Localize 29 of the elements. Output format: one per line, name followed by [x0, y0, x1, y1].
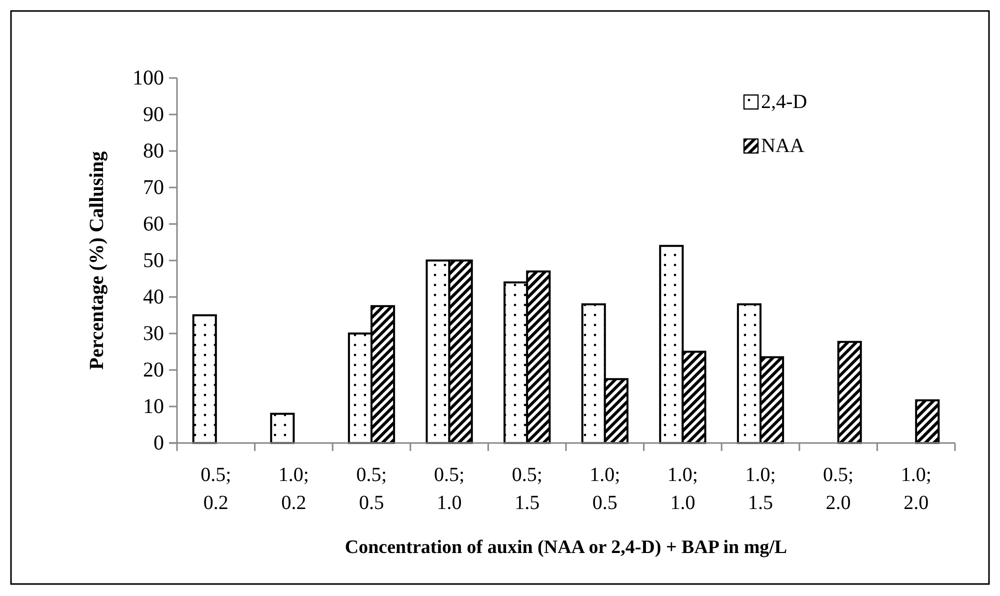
x-tick-label: 1.0; 0.5 — [590, 464, 620, 514]
x-axis-title: Concentration of auxin (NAA or 2,4-D) + BAP in mg/L — [344, 537, 788, 558]
bar — [915, 399, 940, 444]
x-tick-label: 1.0; 0.2 — [278, 464, 309, 514]
x-tick-label: 0.5; 0.5 — [356, 464, 387, 514]
y-tick-label: 30 — [143, 321, 164, 346]
bar — [270, 412, 295, 444]
x-tick-label: 0.5; 1.0 — [434, 464, 465, 514]
legend-label: NAA — [761, 135, 805, 157]
bar — [192, 314, 217, 444]
legend-label: 2,4-D — [761, 91, 808, 113]
y-tick-label: 0 — [154, 430, 164, 455]
y-tick-label: 100 — [132, 66, 164, 90]
y-tick-label: 20 — [143, 358, 164, 382]
x-tick-label: 0.5; 2.0 — [823, 464, 854, 514]
x-tick-label: 1.0; 1.0 — [667, 464, 698, 514]
y-tick-label: 90 — [143, 102, 164, 126]
y-tick-label: 80 — [143, 138, 164, 163]
x-tick-label: 1.0; 2.0 — [900, 464, 932, 514]
y-axis-title: Percentage (%) Callusing — [86, 151, 108, 370]
bar — [837, 340, 862, 444]
y-tick-label: 60 — [143, 212, 164, 236]
x-tick-label: 0.5; 1.5 — [512, 464, 542, 514]
x-tick-label: 1.0; 1.5 — [745, 464, 776, 514]
y-tick-label: 40 — [143, 284, 164, 309]
y-tick-label: 10 — [143, 394, 164, 418]
y-tick-label: 70 — [143, 175, 164, 200]
x-tick-label: 0.5; 0.2 — [200, 464, 232, 514]
y-tick-label: 50 — [143, 248, 164, 272]
